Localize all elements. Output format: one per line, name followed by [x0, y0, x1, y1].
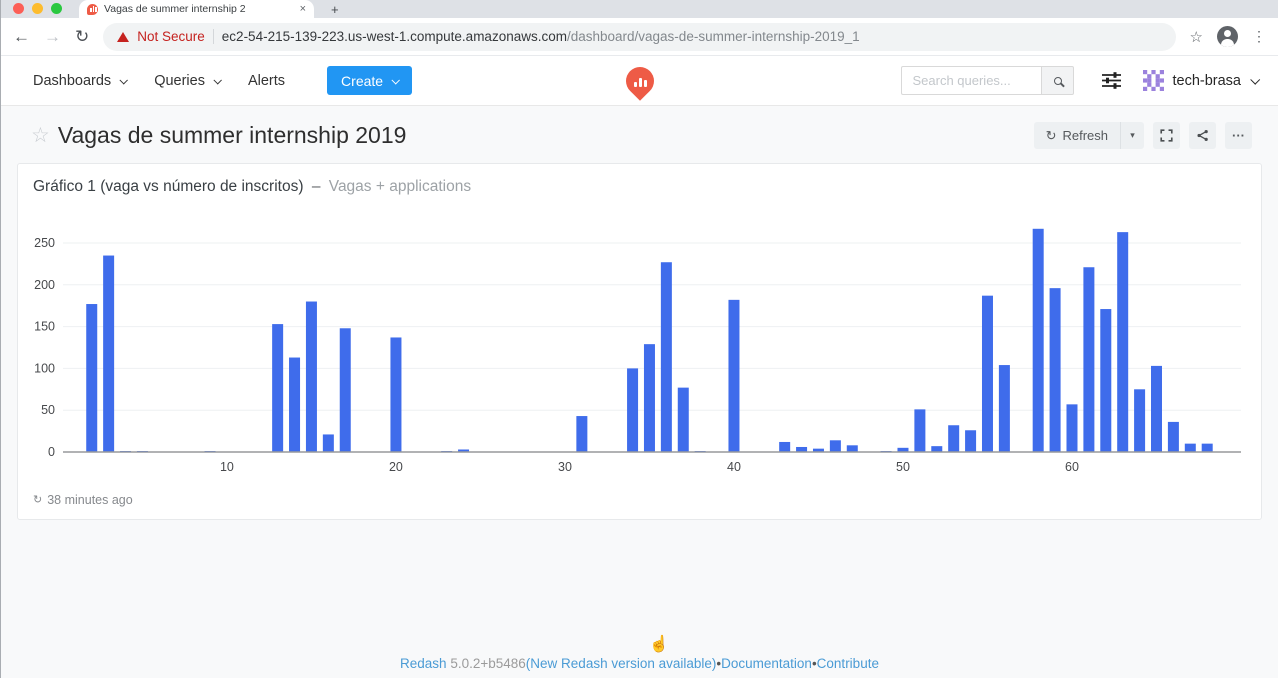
refresh-icon: ↻	[1045, 128, 1057, 143]
chevron-down-icon	[391, 75, 401, 85]
search-button[interactable]	[1041, 66, 1075, 95]
svg-text:50: 50	[896, 460, 910, 474]
create-button-label: Create	[341, 72, 384, 89]
browser-tab[interactable]: Vagas de summer internship 2 ×	[79, 0, 314, 18]
favorite-star-icon[interactable]: ☆	[31, 124, 50, 147]
more-options-button[interactable]: ···	[1225, 122, 1252, 149]
widget-query-link[interactable]: Vagas + applications	[328, 178, 472, 195]
refresh-icon: ↻	[33, 493, 43, 506]
window-controls[interactable]	[13, 3, 62, 14]
bar-chart-svg: 0 50 100 150 200 250 10 20 30 40 50 60	[34, 228, 1241, 474]
share-icon	[1197, 129, 1208, 142]
fullscreen-icon	[1160, 129, 1173, 142]
app-navbar: Dashboards Queries Alerts Create	[1, 56, 1278, 106]
chart-area: 0 50 100 150 200 250 10 20 30 40 50 60	[18, 198, 1261, 487]
svg-text:20: 20	[389, 460, 403, 474]
url-host: ec2-54-215-139-223.us-west-1.compute.ama…	[221, 29, 567, 44]
widget-header: Gráfico 1 (vaga vs número de inscritos) …	[18, 164, 1261, 198]
site-footer: Redash 5.0.2+b5486(New Redash version av…	[1, 656, 1278, 671]
search-icon	[1053, 76, 1062, 85]
zoom-window-button[interactable]	[51, 3, 62, 14]
svg-text:250: 250	[34, 236, 55, 250]
version-label: 5.0.2+b5486	[450, 656, 526, 671]
search-box	[901, 66, 1075, 95]
widget-title: Gráfico 1 (vaga vs número de inscritos)	[33, 178, 304, 195]
bookmark-star-icon[interactable]: ☆	[1189, 28, 1203, 46]
widget-title-separator: –	[311, 178, 321, 195]
refresh-button[interactable]: ↻ Refresh	[1033, 122, 1120, 149]
user-avatar-identicon[interactable]	[1143, 70, 1165, 91]
url-path: /dashboard/vagas-de-summer-internship-20…	[566, 29, 860, 44]
address-bar[interactable]: Not Secure ec2-54-215-139-223.us-west-1.…	[103, 22, 1176, 51]
redash-favicon-icon	[87, 3, 98, 15]
redash-link[interactable]: Redash	[400, 656, 447, 671]
documentation-link[interactable]: Documentation	[721, 656, 812, 671]
nav-alerts-label: Alerts	[247, 72, 286, 89]
share-button[interactable]	[1189, 122, 1216, 149]
svg-text:60: 60	[1065, 460, 1079, 474]
tab-strip: Vagas de summer internship 2 × +	[1, 0, 1278, 18]
close-window-button[interactable]	[13, 3, 24, 14]
not-secure-label[interactable]: Not Secure	[137, 29, 205, 44]
dashboard-title-row: ☆ Vagas de summer internship 2019 ↻ Refr…	[1, 106, 1278, 163]
not-secure-warning-icon	[117, 31, 130, 42]
refresh-label: Refresh	[1062, 128, 1108, 143]
svg-text:150: 150	[34, 320, 55, 334]
bullet-separator: •	[716, 656, 722, 671]
bullet-separator: •	[811, 656, 817, 671]
chart-widget: Gráfico 1 (vaga vs número de inscritos) …	[17, 163, 1262, 520]
user-menu[interactable]: tech-brasa	[1172, 72, 1261, 89]
create-button[interactable]: Create	[327, 66, 413, 95]
browser-profile-avatar[interactable]	[1217, 26, 1238, 47]
browser-toolbar: ← → ↻ Not Secure ec2-54-215-139-223.us-w…	[1, 18, 1278, 56]
svg-text:200: 200	[34, 278, 55, 292]
nav-alerts[interactable]: Alerts	[248, 73, 285, 89]
redash-logo-icon[interactable]	[619, 60, 660, 101]
svg-text:100: 100	[34, 361, 55, 375]
hand-cursor-icon: ☝	[649, 636, 669, 653]
search-input[interactable]	[901, 66, 1042, 95]
fullscreen-button[interactable]	[1153, 122, 1180, 149]
settings-sliders-icon[interactable]	[1102, 72, 1122, 89]
page-title: Vagas de summer internship 2019	[57, 122, 407, 148]
chevron-down-icon	[1250, 74, 1261, 85]
chevron-down-icon	[119, 75, 129, 85]
svg-text:50: 50	[41, 403, 55, 417]
caret-down-icon: ▾	[1130, 130, 1135, 140]
last-refreshed-label: 38 minutes ago	[47, 493, 133, 507]
refresh-button-group: ↻ Refresh ▾	[1033, 122, 1144, 149]
dashboard-page: ☆ Vagas de summer internship 2019 ↻ Refr…	[1, 106, 1278, 678]
nav-queries-label: Queries	[154, 72, 205, 89]
user-name-label: tech-brasa	[1172, 72, 1241, 89]
back-icon[interactable]: ←	[13, 27, 30, 46]
svg-text:0: 0	[48, 445, 55, 459]
nav-queries[interactable]: Queries	[154, 72, 222, 89]
contribute-link[interactable]: Contribute	[816, 656, 879, 671]
url-text[interactable]: ec2-54-215-139-223.us-west-1.compute.ama…	[222, 29, 860, 44]
nav-dashboards[interactable]: Dashboards	[33, 72, 129, 89]
tab-close-icon[interactable]: ×	[299, 2, 306, 15]
svg-text:40: 40	[727, 460, 741, 474]
chevron-down-icon	[213, 75, 222, 85]
minimize-window-button[interactable]	[32, 3, 43, 14]
svg-text:10: 10	[220, 460, 234, 474]
nav-dashboards-label: Dashboards	[33, 72, 112, 89]
browser-menu-icon[interactable]: ⋮	[1252, 28, 1266, 44]
svg-text:30: 30	[558, 460, 572, 474]
tab-title: Vagas de summer internship 2	[104, 3, 246, 15]
widget-footer: ↻ 38 minutes ago	[18, 487, 1261, 519]
url-divider	[212, 29, 214, 44]
new-tab-button[interactable]: +	[331, 2, 339, 17]
more-options-icon: ···	[1232, 128, 1245, 143]
refresh-interval-dropdown[interactable]: ▾	[1120, 122, 1144, 149]
forward-icon[interactable]: →	[44, 27, 61, 46]
reload-icon[interactable]: ↻	[75, 27, 90, 46]
new-version-link[interactable]: (New Redash version available)	[525, 656, 717, 671]
